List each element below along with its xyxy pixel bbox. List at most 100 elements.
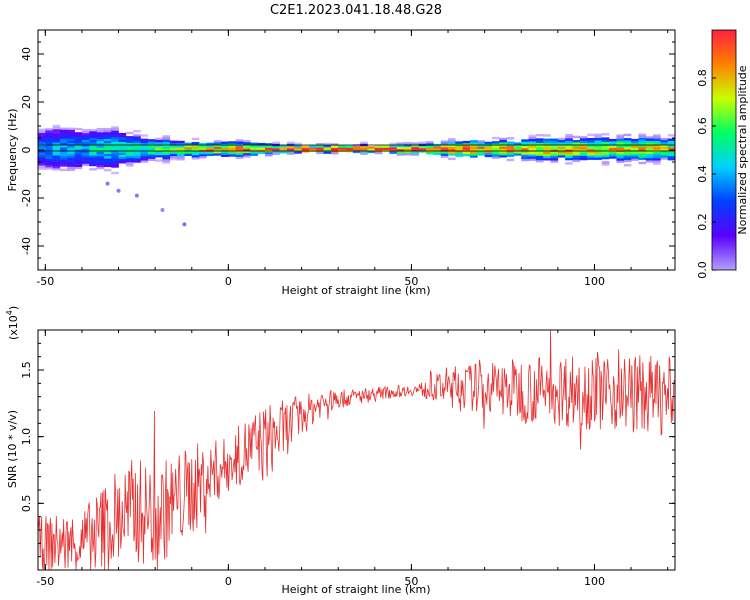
heatmap-cell bbox=[45, 139, 53, 142]
heatmap-cell bbox=[89, 144, 97, 147]
heatmap-cell bbox=[638, 146, 647, 150]
heatmap-cell bbox=[118, 154, 127, 157]
heatmap-cell bbox=[557, 137, 566, 141]
heatmap-cell bbox=[491, 151, 500, 155]
heatmap-cell bbox=[118, 145, 127, 149]
heatmap-cell bbox=[125, 162, 134, 165]
heatmap-cell bbox=[484, 152, 493, 155]
heatmap-cell bbox=[565, 153, 573, 156]
heatmap-cell bbox=[111, 132, 119, 136]
heatmap-cell bbox=[67, 149, 75, 152]
heatmap-cell bbox=[74, 164, 83, 168]
colorbar-ticks: 0.0 0.2 0.4 0.6 0.8 bbox=[696, 69, 716, 279]
heatmap-cell bbox=[587, 150, 595, 154]
heatmap-cell bbox=[235, 150, 244, 153]
heatmap-cell bbox=[667, 142, 675, 146]
heatmap-cell bbox=[572, 142, 581, 145]
heatmap-cell bbox=[155, 144, 163, 147]
heatmap-cell bbox=[125, 142, 134, 146]
heatmap-cell bbox=[601, 139, 610, 142]
heatmap-cell bbox=[301, 147, 310, 151]
heatmap-cell bbox=[631, 138, 639, 142]
heatmap-cell bbox=[133, 138, 141, 142]
heatmap-cell bbox=[557, 152, 566, 156]
heatmap-cell bbox=[96, 156, 105, 159]
heatmap-cell bbox=[535, 146, 544, 150]
heatmap-cell bbox=[38, 141, 46, 145]
heatmap-cell bbox=[74, 147, 83, 150]
heatmap-cell bbox=[572, 159, 581, 162]
heatmap-cell bbox=[594, 150, 603, 154]
heatmap-cell bbox=[389, 142, 398, 146]
heatmap-cell bbox=[52, 163, 61, 167]
heatmap-cell bbox=[579, 140, 588, 143]
heatmap-cell bbox=[59, 144, 68, 148]
heatmap-cell bbox=[638, 155, 647, 158]
heatmap-cell bbox=[177, 158, 185, 161]
heatmap-cell bbox=[623, 148, 632, 152]
heatmap-cell bbox=[81, 133, 90, 136]
heatmap-cell bbox=[199, 145, 207, 148]
heatmap-cell bbox=[125, 149, 134, 152]
heatmap-cell bbox=[45, 158, 53, 161]
heatmap-cell bbox=[631, 147, 639, 150]
heatmap-cell bbox=[264, 145, 273, 148]
heatmap-cell bbox=[594, 144, 603, 147]
heatmap-cell bbox=[506, 147, 515, 151]
heatmap-cell bbox=[206, 147, 215, 150]
heatmap-cell bbox=[579, 147, 588, 150]
heatmap-cell bbox=[89, 157, 97, 160]
spectrogram-y-tick-label: 40 bbox=[20, 47, 33, 61]
heatmap-cell bbox=[221, 145, 229, 149]
heatmap-cell bbox=[323, 144, 332, 148]
heatmap-cell bbox=[96, 166, 105, 170]
heatmap-cell bbox=[147, 154, 156, 157]
heatmap-cell bbox=[125, 155, 134, 159]
heatmap-cell bbox=[45, 145, 53, 148]
heatmap-cell bbox=[367, 150, 376, 154]
heatmap-cell bbox=[111, 126, 119, 129]
heatmap-cell bbox=[118, 137, 127, 140]
heatmap-cell bbox=[565, 144, 573, 148]
heatmap-cell bbox=[103, 147, 112, 150]
heatmap-cell bbox=[499, 139, 507, 143]
heatmap-cell bbox=[323, 147, 332, 150]
heatmap-cell bbox=[374, 145, 383, 148]
colorbar-tick-label: 0.0 bbox=[696, 261, 709, 279]
heatmap-cell bbox=[140, 158, 149, 161]
heatmap-cell bbox=[638, 142, 647, 145]
heatmap-cell bbox=[330, 145, 339, 148]
heatmap-cell bbox=[477, 140, 485, 143]
heatmap-cell bbox=[67, 147, 75, 150]
heatmap-cell bbox=[389, 147, 398, 150]
heatmap-cell bbox=[491, 156, 500, 159]
heatmap-cell bbox=[601, 156, 610, 160]
heatmap-cell bbox=[667, 151, 675, 154]
heatmap-cell bbox=[45, 152, 53, 155]
heatmap-cell bbox=[221, 152, 229, 155]
heatmap-cell bbox=[111, 145, 119, 149]
heatmap-cell bbox=[521, 150, 529, 153]
heatmap-cell bbox=[382, 145, 390, 148]
heatmap-cell bbox=[572, 155, 581, 158]
heatmap-cell bbox=[111, 128, 119, 131]
heatmap-cell bbox=[616, 147, 625, 150]
heatmap-cell bbox=[38, 135, 46, 138]
heatmap-cell bbox=[103, 168, 112, 172]
heatmap-cell bbox=[550, 147, 559, 150]
heatmap-cell bbox=[111, 137, 119, 140]
heatmap-cell bbox=[565, 147, 573, 150]
heatmap-cell bbox=[521, 141, 529, 144]
heatmap-cell bbox=[587, 142, 595, 145]
heatmap-cell bbox=[550, 149, 559, 152]
heatmap-cell bbox=[550, 153, 559, 157]
heatmap-cell bbox=[316, 147, 324, 150]
heatmap-cell bbox=[609, 141, 617, 144]
heatmap-cell bbox=[557, 144, 566, 147]
heatmap-cell bbox=[550, 160, 559, 163]
heatmap-cell bbox=[565, 142, 573, 146]
heatmap-cell bbox=[653, 160, 661, 163]
heatmap-cell bbox=[103, 158, 112, 161]
heatmap-cell bbox=[38, 137, 46, 140]
heatmap-cell bbox=[477, 148, 485, 152]
